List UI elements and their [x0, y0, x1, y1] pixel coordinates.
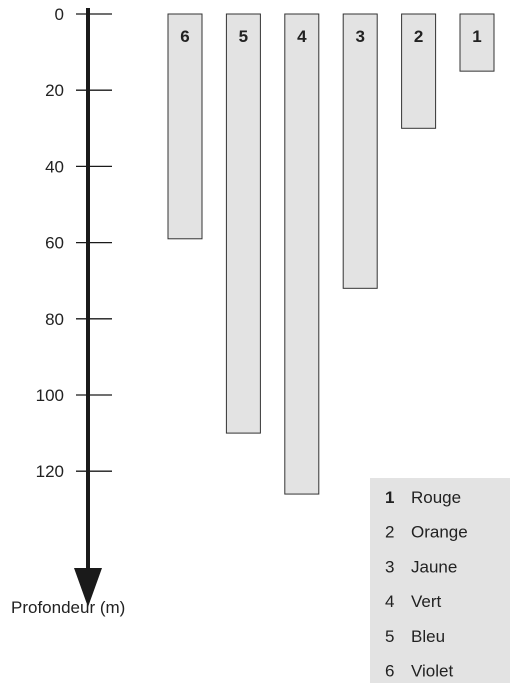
- tick-label: 0: [55, 5, 64, 24]
- legend-label: Jaune: [411, 557, 457, 576]
- legend-key: 2: [385, 523, 394, 542]
- legend-label: Bleu: [411, 627, 445, 646]
- legend-key: 4: [385, 592, 394, 611]
- bar-label: 3: [355, 27, 364, 46]
- bar-5: [225, 13, 261, 434]
- legend-label: Vert: [411, 592, 442, 611]
- legend-key: 6: [385, 662, 394, 681]
- bar-label: 6: [180, 27, 189, 46]
- bar-label: 2: [414, 27, 423, 46]
- tick-label: 80: [45, 310, 64, 329]
- bar-1: [459, 13, 495, 72]
- tick-label: 100: [36, 386, 64, 405]
- bar-3: [342, 13, 378, 289]
- tick-label: 60: [45, 234, 64, 253]
- axis-arrowhead: [74, 568, 102, 607]
- legend-key: 3: [385, 557, 394, 576]
- tick-label: 20: [45, 81, 64, 100]
- bar-2: [401, 13, 437, 129]
- legend-background: [370, 478, 510, 683]
- bars: 6 5 4 3 2 1: [167, 13, 495, 495]
- legend-label: Violet: [411, 662, 453, 681]
- legend-key: 1: [385, 488, 394, 507]
- legend: 1 Rouge 2 Orange 3 Jaune 4 Vert 5 Bleu 6 Violet: [370, 478, 510, 683]
- bar-label: 5: [239, 27, 248, 46]
- legend-label: Rouge: [411, 488, 461, 507]
- bar-label: 1: [472, 27, 481, 46]
- axis-title: Profondeur (m): [11, 598, 125, 617]
- depth-axis: 0 20 40 60 80 100 120: [36, 5, 112, 607]
- legend-label: Orange: [411, 523, 468, 542]
- bar-label: 4: [297, 27, 307, 46]
- bar-6: [167, 13, 203, 240]
- bar-4: [284, 13, 320, 495]
- tick-label: 40: [45, 157, 64, 176]
- tick-label: 120: [36, 462, 64, 481]
- legend-key: 5: [385, 627, 394, 646]
